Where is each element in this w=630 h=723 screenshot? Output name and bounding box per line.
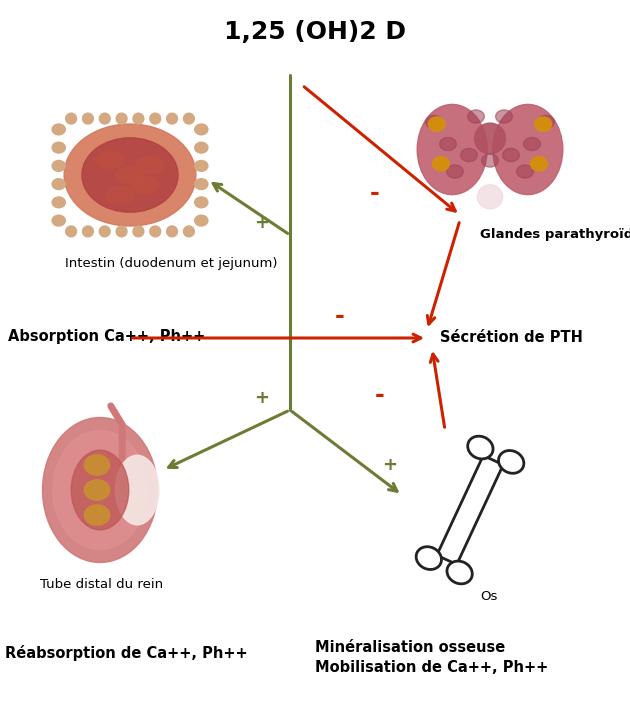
Ellipse shape xyxy=(131,176,159,193)
Ellipse shape xyxy=(53,431,147,549)
Ellipse shape xyxy=(535,117,552,132)
Ellipse shape xyxy=(474,123,505,154)
Ellipse shape xyxy=(66,114,76,124)
Ellipse shape xyxy=(167,226,178,237)
Ellipse shape xyxy=(530,157,547,171)
Ellipse shape xyxy=(433,157,449,171)
Ellipse shape xyxy=(195,197,208,208)
Ellipse shape xyxy=(52,197,66,208)
Text: Absorption Ca++, Ph++: Absorption Ca++, Ph++ xyxy=(8,328,205,343)
Bar xyxy=(437,455,503,565)
Ellipse shape xyxy=(71,450,129,530)
Ellipse shape xyxy=(82,138,178,212)
Ellipse shape xyxy=(52,142,66,153)
Ellipse shape xyxy=(503,148,519,162)
Ellipse shape xyxy=(183,226,194,237)
Text: Sécrétion de PTH: Sécrétion de PTH xyxy=(440,330,583,346)
Ellipse shape xyxy=(136,157,164,174)
Ellipse shape xyxy=(150,114,161,124)
Ellipse shape xyxy=(417,104,487,194)
Ellipse shape xyxy=(116,114,127,124)
Ellipse shape xyxy=(524,137,541,150)
Ellipse shape xyxy=(517,165,534,178)
Ellipse shape xyxy=(183,114,194,124)
Ellipse shape xyxy=(116,166,144,184)
Ellipse shape xyxy=(195,142,208,153)
Ellipse shape xyxy=(467,436,493,459)
Ellipse shape xyxy=(195,124,208,134)
Text: Os: Os xyxy=(480,590,497,603)
Text: +: + xyxy=(255,389,270,407)
Ellipse shape xyxy=(52,161,66,171)
Text: +: + xyxy=(255,214,270,232)
Ellipse shape xyxy=(133,226,144,237)
Text: Intestin (duodenum et jejunum): Intestin (duodenum et jejunum) xyxy=(65,257,277,270)
Ellipse shape xyxy=(133,114,144,124)
Ellipse shape xyxy=(84,505,110,525)
Text: Glandes parathyroïdes: Glandes parathyroïdes xyxy=(480,228,630,241)
Ellipse shape xyxy=(96,152,124,168)
Ellipse shape xyxy=(66,226,76,237)
Ellipse shape xyxy=(52,124,66,134)
Ellipse shape xyxy=(42,417,158,562)
Ellipse shape xyxy=(498,450,524,474)
Ellipse shape xyxy=(493,104,563,194)
Text: +: + xyxy=(382,456,398,474)
Ellipse shape xyxy=(84,455,110,475)
Ellipse shape xyxy=(481,154,498,167)
Text: -: - xyxy=(370,181,380,205)
Ellipse shape xyxy=(167,114,178,124)
Ellipse shape xyxy=(447,165,464,178)
Text: 1,25 (OH)2 D: 1,25 (OH)2 D xyxy=(224,20,406,44)
Ellipse shape xyxy=(416,547,442,570)
Ellipse shape xyxy=(467,110,484,123)
Ellipse shape xyxy=(461,148,478,162)
Ellipse shape xyxy=(116,226,127,237)
Text: Tube distal du rein: Tube distal du rein xyxy=(40,578,163,591)
Ellipse shape xyxy=(52,179,66,189)
Ellipse shape xyxy=(83,114,93,124)
Text: -: - xyxy=(375,383,385,407)
Ellipse shape xyxy=(195,215,208,226)
Ellipse shape xyxy=(64,124,196,226)
Ellipse shape xyxy=(195,179,208,189)
Ellipse shape xyxy=(83,226,93,237)
Ellipse shape xyxy=(426,116,442,129)
Text: Minéralisation osseuse
Mobilisation de Ca++, Ph++: Minéralisation osseuse Mobilisation de C… xyxy=(315,640,548,675)
Ellipse shape xyxy=(106,187,134,203)
Ellipse shape xyxy=(150,226,161,237)
Ellipse shape xyxy=(478,184,503,209)
Text: Réabsorption de Ca++, Ph++: Réabsorption de Ca++, Ph++ xyxy=(5,645,248,661)
Ellipse shape xyxy=(52,215,66,226)
Text: -: - xyxy=(335,304,345,328)
Ellipse shape xyxy=(100,114,110,124)
Ellipse shape xyxy=(496,110,512,123)
Ellipse shape xyxy=(84,480,110,500)
Ellipse shape xyxy=(100,226,110,237)
Ellipse shape xyxy=(115,455,159,525)
Ellipse shape xyxy=(428,117,445,132)
Ellipse shape xyxy=(447,561,472,584)
Ellipse shape xyxy=(195,161,208,171)
Ellipse shape xyxy=(537,116,554,129)
Ellipse shape xyxy=(440,137,456,150)
